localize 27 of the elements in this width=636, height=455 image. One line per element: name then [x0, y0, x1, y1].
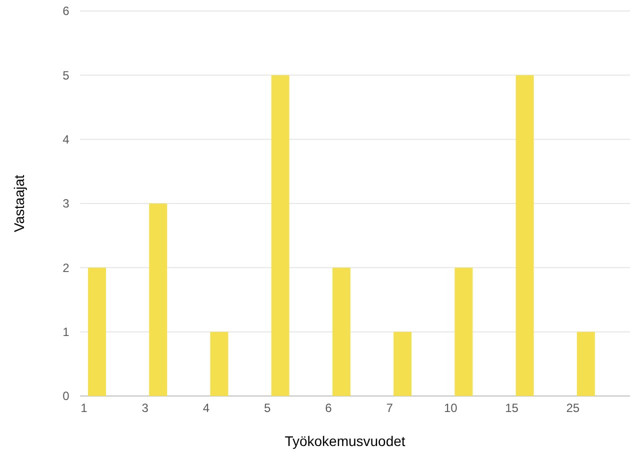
- y-tick-label: 1: [62, 325, 70, 340]
- y-tick-label: 5: [62, 68, 70, 82]
- x-axis-title: Työkokemusvuodet: [284, 433, 406, 449]
- x-tick-label: 4: [202, 401, 210, 415]
- y-tick-label: 4: [62, 132, 70, 147]
- x-tick-label: 1: [80, 401, 88, 415]
- x-tick-label: 10: [444, 401, 458, 415]
- bar: [332, 268, 350, 396]
- bar: [576, 332, 595, 396]
- x-tick-label: 5: [264, 401, 271, 415]
- bar: [394, 332, 412, 396]
- x-tick-label: 7: [386, 401, 394, 415]
- bar: [88, 268, 106, 396]
- bar: [516, 75, 534, 396]
- y-tick-label: 2: [62, 260, 70, 275]
- y-tick-label: 6: [62, 4, 70, 18]
- bar: [454, 268, 473, 396]
- bar: [210, 332, 228, 396]
- y-tick-label: 3: [62, 196, 70, 211]
- x-tick-label: 3: [142, 401, 149, 415]
- x-tick-label: 25: [566, 401, 580, 415]
- y-axis-title: Vastaajat: [11, 174, 27, 232]
- x-tick-label: 6: [325, 401, 332, 415]
- bar: [149, 204, 168, 396]
- y-tick-label: 0: [62, 389, 70, 404]
- x-tick-label: 15: [505, 401, 519, 415]
- bar: [271, 75, 290, 396]
